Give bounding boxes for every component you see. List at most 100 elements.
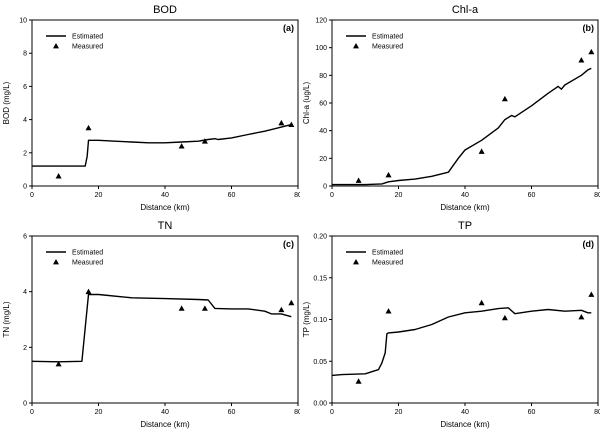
tp-measured-point [501, 314, 508, 321]
tp-chart: TP 0 20 40 60 80 0.00 0.05 0.10 0.15 0.20 Distance … [302, 220, 600, 429]
chla-measured-point [385, 171, 392, 178]
tp-legend-measured: Measured [372, 260, 403, 267]
tn-y-tick-label: 6 [23, 234, 27, 241]
tn-x-tick-label: 20 [95, 409, 103, 416]
chla-y-tick-label: 0 [323, 184, 327, 191]
chla-legend-estimated: Estimated [372, 34, 403, 41]
tp-measured-point [578, 313, 585, 320]
bod-y-axis-label: BOD (mg/L) [2, 81, 11, 124]
tn-x-tick-label: 40 [161, 409, 169, 416]
chla-x-tick-label: 0 [330, 192, 334, 199]
tp-chart-title: TP [458, 220, 472, 232]
chla-legend-marker-swatch [353, 43, 359, 49]
tn-y-tick-label: 0 [23, 401, 27, 408]
tn-measured-point [85, 288, 92, 295]
tp-chart-panel: TP 0 20 40 60 80 0.00 0.05 0.10 0.15 0.20 Distance … [300, 216, 600, 433]
tp-measured-point [588, 291, 595, 297]
chla-y-tick-label: 120 [315, 18, 327, 25]
bod-measured-point [178, 143, 185, 149]
chla-x-tick-label: 40 [461, 192, 469, 199]
tn-measured-point [201, 305, 208, 311]
tp-y-tick-label: 0.20 [313, 234, 327, 241]
bod-chart-title: BOD [153, 4, 177, 16]
tp-measured-point [478, 299, 485, 306]
bod-chart: BOD 0 20 40 60 80 0 2 4 6 8 10 Distance (km) BOD (mg/… [2, 4, 302, 212]
chla-x-tick-label: 20 [395, 192, 403, 199]
tn-chart: TN 0 20 40 60 80 0 2 4 6 Distance (km) TN (mg/L) (c)… [2, 220, 302, 429]
tn-legend-marker-swatch [53, 259, 59, 265]
chla-panel-label: (b) [583, 23, 595, 33]
bod-legend-estimated: Estimated [72, 34, 103, 41]
tn-estimated-line [31, 293, 292, 363]
bod-x-tick-label: 0 [30, 192, 34, 199]
chla-y-tick-label: 60 [319, 101, 327, 108]
chla-legend-measured: Measured [372, 44, 403, 51]
chla-chart-title: Chl-a [452, 4, 479, 16]
bod-chart-panel: BOD 0 20 40 60 80 0 2 4 6 8 10 Distance (km) BOD (mg/… [0, 0, 302, 216]
chla-measured-point [355, 177, 362, 183]
bod-x-tick-label: 20 [95, 192, 103, 199]
tp-y-tick-label: 0.00 [313, 401, 327, 408]
chla-measured-point [501, 95, 508, 102]
chla-y-tick-label: 20 [319, 156, 327, 163]
tn-chart-title: TN [158, 220, 173, 232]
tp-x-tick-label: 60 [528, 409, 536, 416]
tn-measured-point [55, 361, 62, 367]
bod-y-tick-label: 8 [23, 51, 27, 58]
bod-estimated-line [32, 123, 292, 167]
chla-chart-panel: Chl-a 0 20 40 60 80 0 20 40 60 80 100 120 Distance (k… [300, 0, 600, 216]
bod-measured-point [201, 138, 208, 144]
tn-measured-point [278, 306, 285, 313]
bod-y-tick-label: 0 [23, 184, 27, 191]
bod-measured-point [278, 119, 285, 126]
tn-x-tick-label: 80 [294, 409, 300, 416]
chla-measured-point [588, 48, 595, 55]
bod-legend-marker-swatch [53, 43, 59, 49]
bod-y-tick-label: 2 [23, 150, 27, 157]
tp-estimated-line [331, 307, 592, 377]
chla-x-tick-label: 60 [528, 192, 536, 199]
tn-panel-label: (c) [283, 239, 294, 249]
bod-x-tick-label: 60 [228, 192, 236, 199]
tn-x-tick-label: 0 [30, 409, 34, 416]
bod-measured-point [55, 173, 62, 179]
tn-chart-panel: TN 0 20 40 60 80 0 2 4 6 Distance (km) TN (mg/L) (c)… [0, 216, 302, 433]
tn-legend-measured: Measured [72, 260, 103, 267]
tp-y-tick-label: 0.05 [313, 359, 327, 366]
bod-x-axis-label: Distance (km) [140, 203, 190, 212]
bod-y-tick-label: 4 [23, 117, 27, 124]
tp-legend-estimated: Estimated [372, 250, 403, 257]
tp-y-tick-label: 0.15 [313, 275, 327, 282]
tn-measured-point [288, 299, 295, 306]
tp-y-tick-label: 0.10 [313, 317, 327, 324]
tn-measured-point [178, 305, 185, 311]
tp-panel-label: (d) [583, 239, 595, 249]
tn-y-axis-label: TN (mg/L) [2, 301, 11, 337]
chla-y-axis-label: Chl-a (ug/L) [302, 82, 311, 125]
chla-y-tick-label: 100 [315, 45, 327, 52]
tp-x-tick-label: 80 [594, 409, 600, 416]
tn-legend-estimated: Estimated [72, 250, 103, 257]
tn-y-tick-label: 4 [23, 289, 27, 296]
chla-x-tick-label: 80 [594, 192, 600, 199]
bod-y-tick-label: 10 [19, 18, 27, 25]
bod-x-tick-label: 80 [294, 192, 300, 199]
bod-x-tick-label: 40 [161, 192, 169, 199]
tp-x-axis-label: Distance (km) [440, 420, 490, 429]
tp-y-axis-label: TP (mg/L) [302, 301, 311, 337]
bod-measured-point [85, 124, 92, 131]
tp-x-tick-label: 0 [330, 409, 334, 416]
tn-x-axis-label: Distance (km) [140, 420, 190, 429]
tp-legend-marker-swatch [353, 259, 359, 265]
chla-estimated-line [332, 67, 592, 186]
tn-x-tick-label: 60 [228, 409, 236, 416]
bod-legend-measured: Measured [72, 44, 103, 51]
tp-x-tick-label: 40 [461, 409, 469, 416]
tp-measured-point [355, 378, 362, 384]
chla-x-axis-label: Distance (km) [440, 203, 490, 212]
chla-y-tick-label: 40 [319, 128, 327, 135]
tp-measured-point [385, 308, 392, 314]
chla-measured-point [478, 148, 485, 154]
chla-y-tick-label: 80 [319, 73, 327, 80]
tn-y-tick-label: 2 [23, 345, 27, 352]
